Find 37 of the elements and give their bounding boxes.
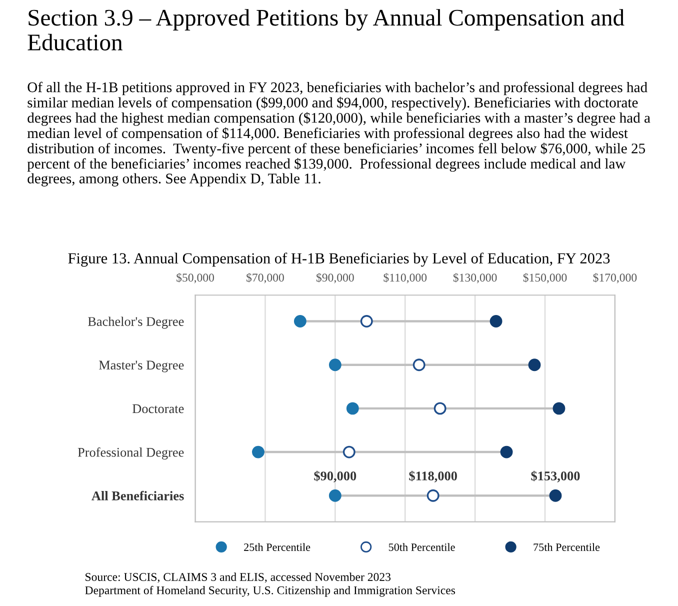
point — [252, 446, 264, 458]
point — [490, 315, 502, 328]
point — [346, 402, 359, 415]
y-tick-label: Master's Degree — [98, 360, 184, 372]
text: Of all the H-1B petitions approved in FY 2023, beneficiaries with bachelor’s and professional degrees had similar median levels of compensation ($99,000 and $94,000, respectively). Beneficiaries with doctorate degrees had the highest median compensation ($120,000), while beneficiaries with a master’s degree had a median level of compensation of $114,000. Beneficiaries with professional degrees also had the widest distribution of incomes. Twenty-five percent of these beneficiaries’ incomes fell below $76,000, while 25 percent of the beneficiaries’ incomes reached $139,000. Professional degrees include medical and law degrees, among others. See Appendix D, Table 11. — [27, 82, 650, 186]
source-note: Source: USCIS, CLAIMS 3 and ELIS, accessed November 2023 Department of Homeland Security, U.S. Citizenship and Immigration Services — [85, 572, 456, 597]
y-tick-label: Bachelor's Degree — [88, 316, 184, 329]
point — [328, 489, 342, 502]
x-tick-label: $50,000 — [176, 272, 214, 284]
point — [552, 402, 566, 415]
text: Section 3.9 – Approved Petitions by Annual Compensation and Education — [28, 9, 624, 50]
legend-label: 25th Percentile — [244, 543, 310, 551]
x-tick-label: $70,000 — [246, 272, 284, 284]
data-label: $118,000 — [409, 470, 457, 482]
chart-title: Figure 13. Annual Compensation of H-1B Beneficiaries by Level of Education, FY 2023 — [68, 252, 610, 267]
y-tick-label: Doctorate — [132, 404, 184, 414]
point — [412, 358, 426, 372]
data-label: $153,000 — [531, 470, 580, 482]
point — [500, 446, 513, 458]
x-tick-label: $150,000 — [523, 272, 567, 284]
x-tick-label: $170,000 — [593, 272, 637, 284]
legend-label: 50th Percentile — [388, 543, 455, 551]
legend-label: 75th Percentile — [534, 543, 600, 551]
point — [294, 315, 306, 328]
point — [549, 489, 562, 502]
point — [342, 446, 356, 458]
x-tick-label: $130,000 — [453, 272, 497, 284]
data-label: $90,000 — [314, 470, 356, 482]
point — [328, 358, 342, 372]
point — [528, 358, 541, 372]
point — [426, 489, 440, 502]
y-tick-label: Professional Degree — [78, 447, 184, 460]
x-tick-label: $90,000 — [316, 272, 354, 284]
point — [434, 402, 446, 415]
y-tick-label: All Beneficiaries — [92, 490, 184, 500]
x-tick-label: $110,000 — [384, 272, 427, 284]
point — [360, 315, 373, 328]
